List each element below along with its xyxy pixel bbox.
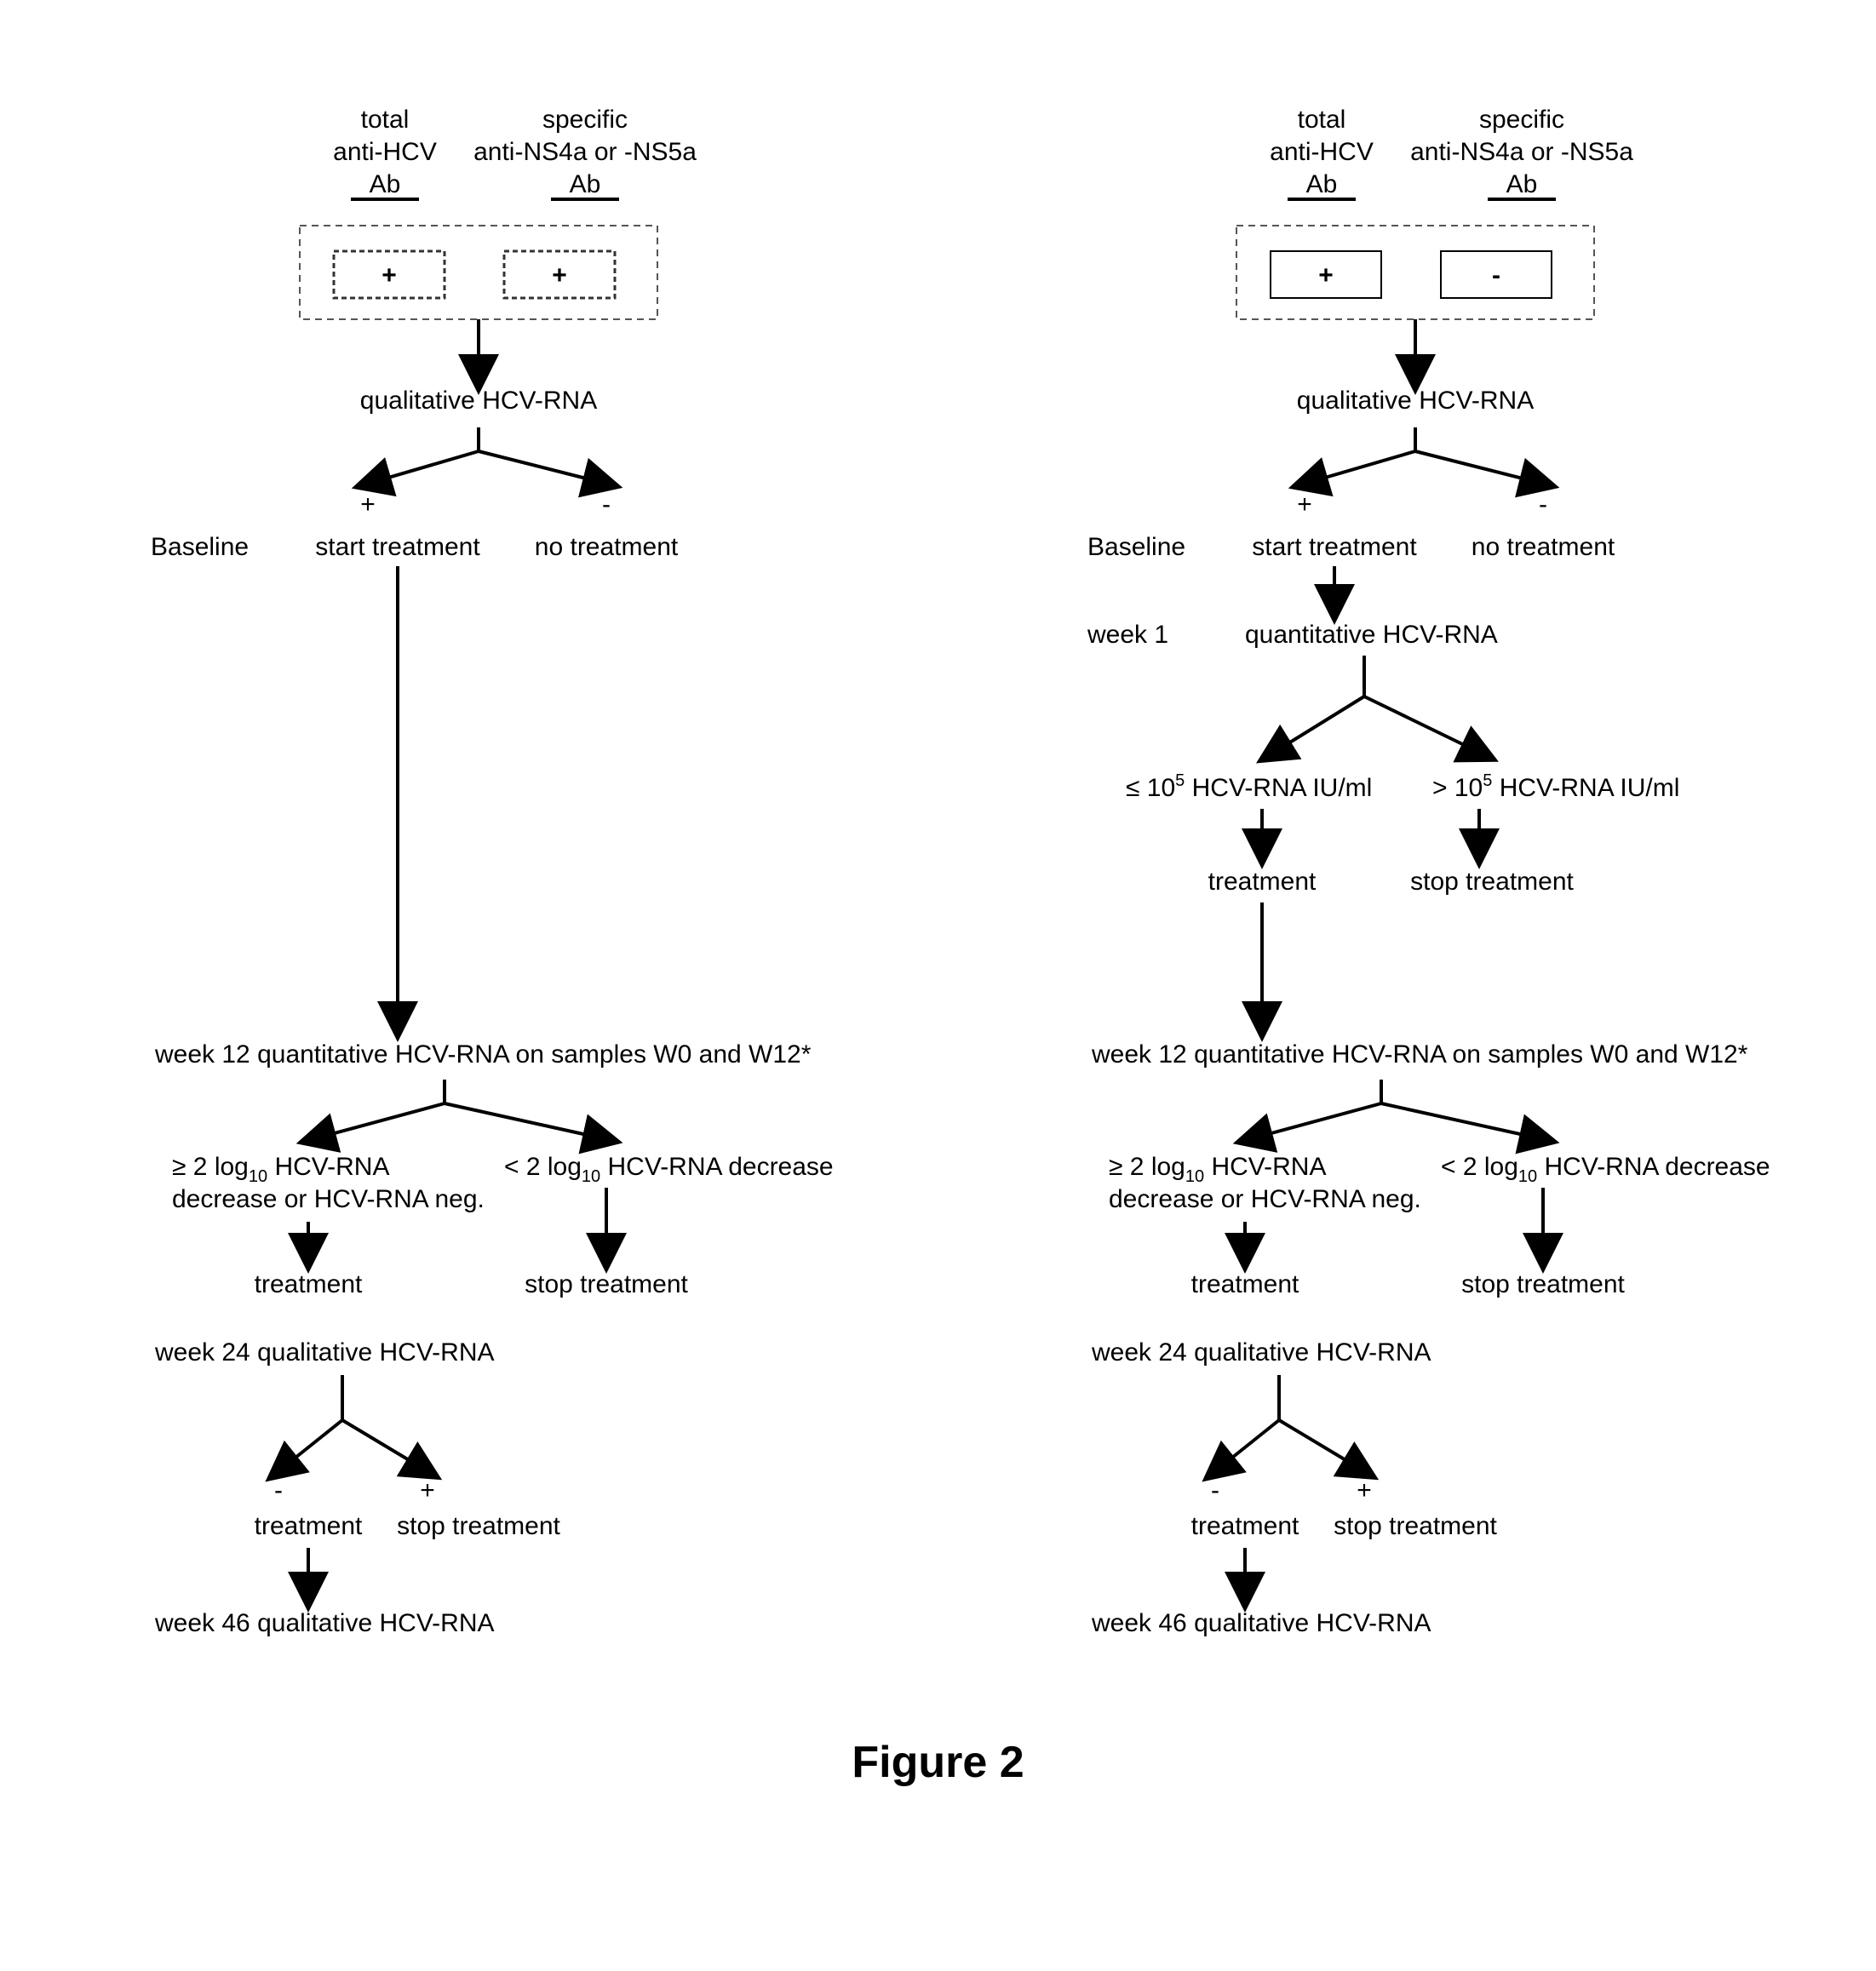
left-baseline: Baseline (151, 533, 249, 561)
left-w24-label: week 24 qualitative HCV-RNA (154, 1338, 495, 1367)
figure-page: total anti-HCV Ab specific anti-NS4a or … (17, 34, 1859, 1788)
left-split1-plus: + (360, 490, 376, 519)
right-treatment: treatment (1190, 1270, 1299, 1298)
right-hdr-total: total (1297, 106, 1345, 134)
right-w24-plus: + (1357, 1476, 1372, 1504)
right-hdr-specific: specific (1478, 106, 1563, 134)
left-hdr-ab-l: Ab (369, 170, 400, 198)
right-gt-th: > 105 HCV-RNA IU/ml (1432, 771, 1679, 802)
left-w24-plus: + (420, 1476, 435, 1504)
left-lt2: < 2 log10 HCV-RNA decrease (504, 1153, 834, 1186)
right-w24-minus: - (1211, 1476, 1219, 1504)
left-hdr-ab-r: Ab (569, 170, 600, 198)
panels-row: total anti-HCV Ab specific anti-NS4a or … (17, 34, 1859, 1669)
right-stop-tx: stop treatment (1461, 1270, 1625, 1298)
left-hdr-total: total (360, 106, 409, 134)
right-hdr-ab-r: Ab (1506, 170, 1537, 198)
right-quant-hcvrna: quantitative HCV-RNA (1245, 621, 1498, 649)
left-ge2-l2: decrease or HCV-RNA neg. (172, 1185, 485, 1213)
figure-title: Figure 2 (17, 1737, 1859, 1788)
left-qual-hcvrna: qualitative HCV-RNA (359, 387, 596, 415)
right-start-tx: start treatment (1252, 533, 1417, 561)
left-stop-tx: stop treatment (525, 1270, 688, 1298)
left-start-tx: start treatment (315, 533, 480, 561)
left-ge2-l1: ≥ 2 log10 HCV-RNA (172, 1153, 389, 1186)
right-w24-label: week 24 qualitative HCV-RNA (1091, 1338, 1431, 1367)
left-w24-treatment: treatment (254, 1512, 362, 1540)
left-panel: total anti-HCV Ab specific anti-NS4a or … (61, 34, 879, 1669)
left-box-r-sign: + (552, 261, 567, 289)
right-no-tx: no treatment (1471, 533, 1615, 561)
right-hdr-antihcv: anti-HCV (1270, 138, 1374, 166)
left-w46-label: week 46 qualitative HCV-RNA (154, 1609, 495, 1637)
right-panel: total anti-HCV Ab specific anti-NS4a or … (998, 34, 1816, 1669)
right-ab-box (1236, 226, 1594, 319)
right-w1-stop: stop treatment (1410, 868, 1574, 896)
right-qual-hcvrna: qualitative HCV-RNA (1296, 387, 1533, 415)
left-no-tx: no treatment (534, 533, 678, 561)
right-w24-stop: stop treatment (1334, 1512, 1497, 1540)
right-split1-minus: - (1539, 490, 1547, 519)
left-w24-minus: - (274, 1476, 283, 1504)
right-le-th: ≤ 105 HCV-RNA IU/ml (1126, 771, 1372, 802)
right-split1-plus: + (1297, 490, 1312, 519)
left-hdr-anti-ns: anti-NS4a or -NS5a (473, 138, 697, 166)
right-ge2-l2: decrease or HCV-RNA neg. (1109, 1185, 1421, 1213)
left-w24-stop: stop treatment (397, 1512, 560, 1540)
right-hdr-ab-l: Ab (1305, 170, 1337, 198)
left-flowchart: total anti-HCV Ab specific anti-NS4a or … (61, 34, 879, 1669)
left-box-l-sign: + (382, 261, 397, 289)
right-w1-label: week 1 (1087, 621, 1168, 649)
right-baseline: Baseline (1087, 533, 1185, 561)
right-ge2-l1: ≥ 2 log10 HCV-RNA (1109, 1153, 1326, 1186)
right-box-l-sign: + (1318, 261, 1334, 289)
right-box-r-sign: - (1492, 261, 1500, 289)
right-w12-label: week 12 quantitative HCV-RNA on samples … (1091, 1040, 1748, 1069)
left-hdr-antihcv: anti-HCV (333, 138, 437, 166)
right-flowchart: total anti-HCV Ab specific anti-NS4a or … (998, 34, 1816, 1669)
left-hdr-specific: specific (542, 106, 627, 134)
right-w24-treatment: treatment (1190, 1512, 1299, 1540)
left-split1-minus: - (602, 490, 611, 519)
right-w1-treatment: treatment (1208, 868, 1316, 896)
right-hdr-anti-ns: anti-NS4a or -NS5a (1410, 138, 1633, 166)
right-w46-label: week 46 qualitative HCV-RNA (1091, 1609, 1431, 1637)
left-ab-box (300, 226, 657, 319)
left-w12-label: week 12 quantitative HCV-RNA on samples … (154, 1040, 812, 1069)
left-treatment: treatment (254, 1270, 362, 1298)
right-lt2: < 2 log10 HCV-RNA decrease (1441, 1153, 1770, 1186)
